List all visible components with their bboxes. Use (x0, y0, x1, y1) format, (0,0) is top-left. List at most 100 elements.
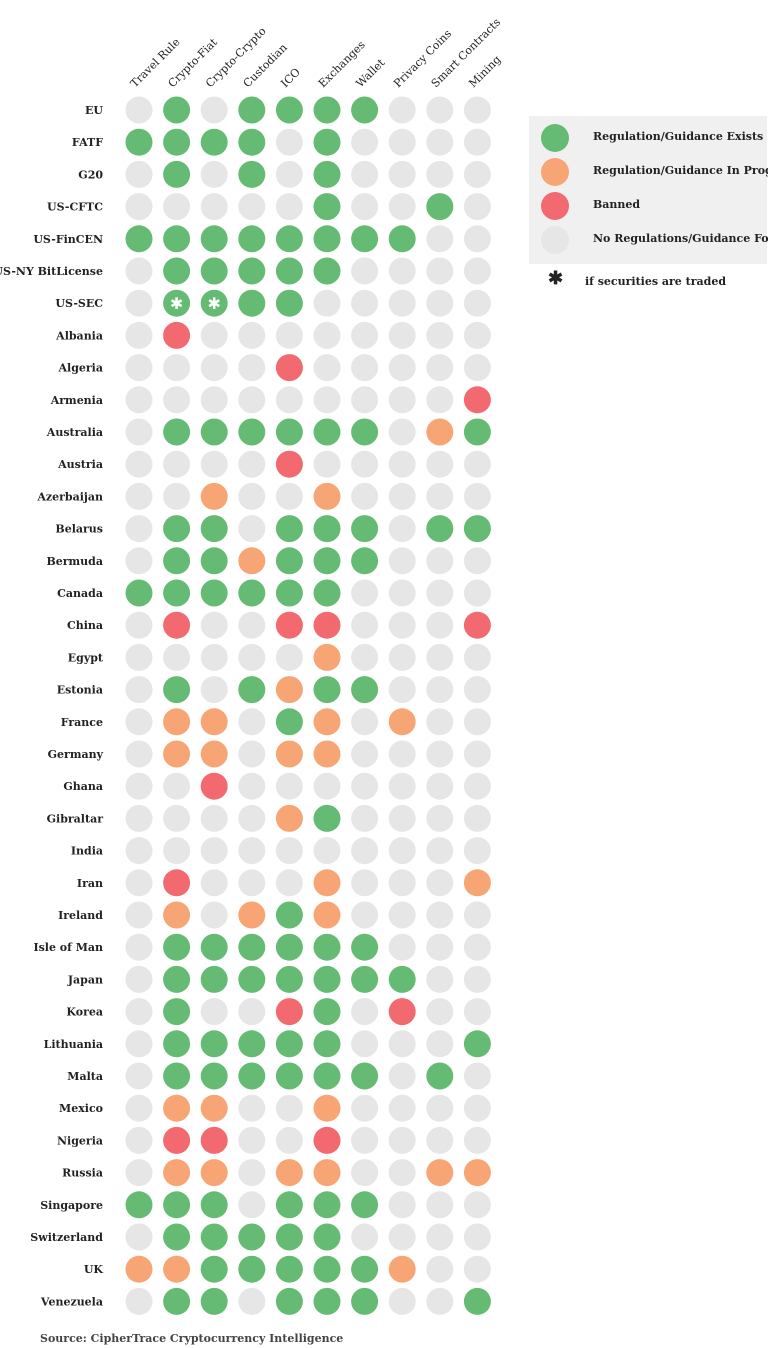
matrix-cell (463, 998, 491, 1026)
matrix-cell (238, 708, 266, 736)
matrix-cell (238, 740, 266, 768)
matrix-cell (125, 1030, 153, 1058)
matrix-cell (351, 450, 379, 478)
matrix-cell (238, 676, 266, 704)
matrix-cell (426, 1287, 454, 1315)
matrix-cell (163, 1223, 191, 1251)
row-label: Nigeria (57, 1134, 103, 1147)
matrix-cell (351, 1126, 379, 1154)
matrix-cell (313, 1191, 341, 1219)
matrix-cell (313, 354, 341, 382)
matrix-cell (313, 579, 341, 607)
matrix-cell (125, 1062, 153, 1090)
matrix-cell (313, 515, 341, 543)
matrix-cell (238, 804, 266, 832)
matrix-cell (200, 804, 228, 832)
row-label: Switzerland (30, 1231, 103, 1244)
legend-item-banned: Banned (541, 192, 767, 222)
matrix-cell (275, 1159, 303, 1187)
matrix-cell (200, 869, 228, 897)
matrix-cell (275, 772, 303, 800)
matrix-cell (351, 1191, 379, 1219)
matrix-cell (200, 1094, 228, 1122)
matrix-cell (313, 611, 341, 639)
matrix-cell (426, 225, 454, 253)
matrix-cell (163, 1159, 191, 1187)
matrix-cell (313, 386, 341, 414)
matrix-cell (463, 515, 491, 543)
row-label: Egypt (68, 651, 104, 664)
matrix-cell (163, 708, 191, 736)
matrix-cell (426, 96, 454, 124)
row-label: Japan (67, 973, 103, 986)
matrix-cell (463, 160, 491, 188)
matrix-cell (388, 96, 416, 124)
matrix-cell (313, 965, 341, 993)
matrix-cell (388, 1159, 416, 1187)
matrix-cell (388, 225, 416, 253)
matrix-cell (163, 547, 191, 575)
matrix-cell (313, 676, 341, 704)
matrix-cell (313, 160, 341, 188)
matrix-cell (426, 676, 454, 704)
matrix-cell (275, 450, 303, 478)
matrix-cell (275, 289, 303, 317)
matrix-cell (426, 772, 454, 800)
matrix-cell (351, 643, 379, 671)
matrix-cell (200, 965, 228, 993)
matrix-cell (238, 869, 266, 897)
matrix-cell (238, 225, 266, 253)
matrix-cell (463, 643, 491, 671)
legend-swatch-exists (541, 124, 569, 152)
matrix-cell (426, 933, 454, 961)
matrix-cell (351, 1223, 379, 1251)
matrix-cell (163, 257, 191, 285)
matrix-cell (125, 1094, 153, 1122)
matrix-cell (463, 772, 491, 800)
matrix-cell (351, 1287, 379, 1315)
matrix-cell (426, 611, 454, 639)
matrix-cell (388, 579, 416, 607)
matrix-cell (426, 643, 454, 671)
matrix-cell (163, 450, 191, 478)
matrix-cell (275, 547, 303, 575)
matrix-cell (351, 96, 379, 124)
row-label: Gibraltar (47, 812, 104, 825)
matrix-cell (238, 418, 266, 446)
matrix-cell (388, 1126, 416, 1154)
matrix-cell (125, 1287, 153, 1315)
matrix-cell (463, 96, 491, 124)
matrix-cell (388, 1287, 416, 1315)
matrix-cell (238, 482, 266, 510)
row-label: Singapore (40, 1199, 103, 1212)
row-label: Albania (55, 329, 103, 342)
matrix-cell (238, 193, 266, 221)
matrix-cell (463, 289, 491, 317)
matrix-cell (313, 257, 341, 285)
row-label: FATF (72, 136, 103, 149)
matrix-cell (125, 128, 153, 156)
matrix-cell (463, 740, 491, 768)
matrix-cell (351, 772, 379, 800)
matrix-cell (163, 1287, 191, 1315)
matrix-cell (463, 965, 491, 993)
matrix-cell (388, 837, 416, 865)
matrix-cell (163, 515, 191, 543)
matrix-cell (125, 1159, 153, 1187)
row-label: Lithuania (44, 1038, 103, 1051)
source-caption: Source: CipherTrace Cryptocurrency Intel… (40, 1332, 344, 1345)
matrix-cell (426, 998, 454, 1026)
matrix-cell (275, 611, 303, 639)
matrix-cell (351, 257, 379, 285)
matrix-cell (238, 1255, 266, 1283)
asterisk-marker: ✱ (170, 294, 183, 313)
matrix-cell (351, 354, 379, 382)
matrix-cell (238, 289, 266, 317)
row-label: Korea (66, 1006, 103, 1019)
matrix-cell (125, 193, 153, 221)
matrix-cell (125, 901, 153, 929)
matrix-cell (351, 386, 379, 414)
matrix-cell (388, 1094, 416, 1122)
matrix-cell (351, 160, 379, 188)
